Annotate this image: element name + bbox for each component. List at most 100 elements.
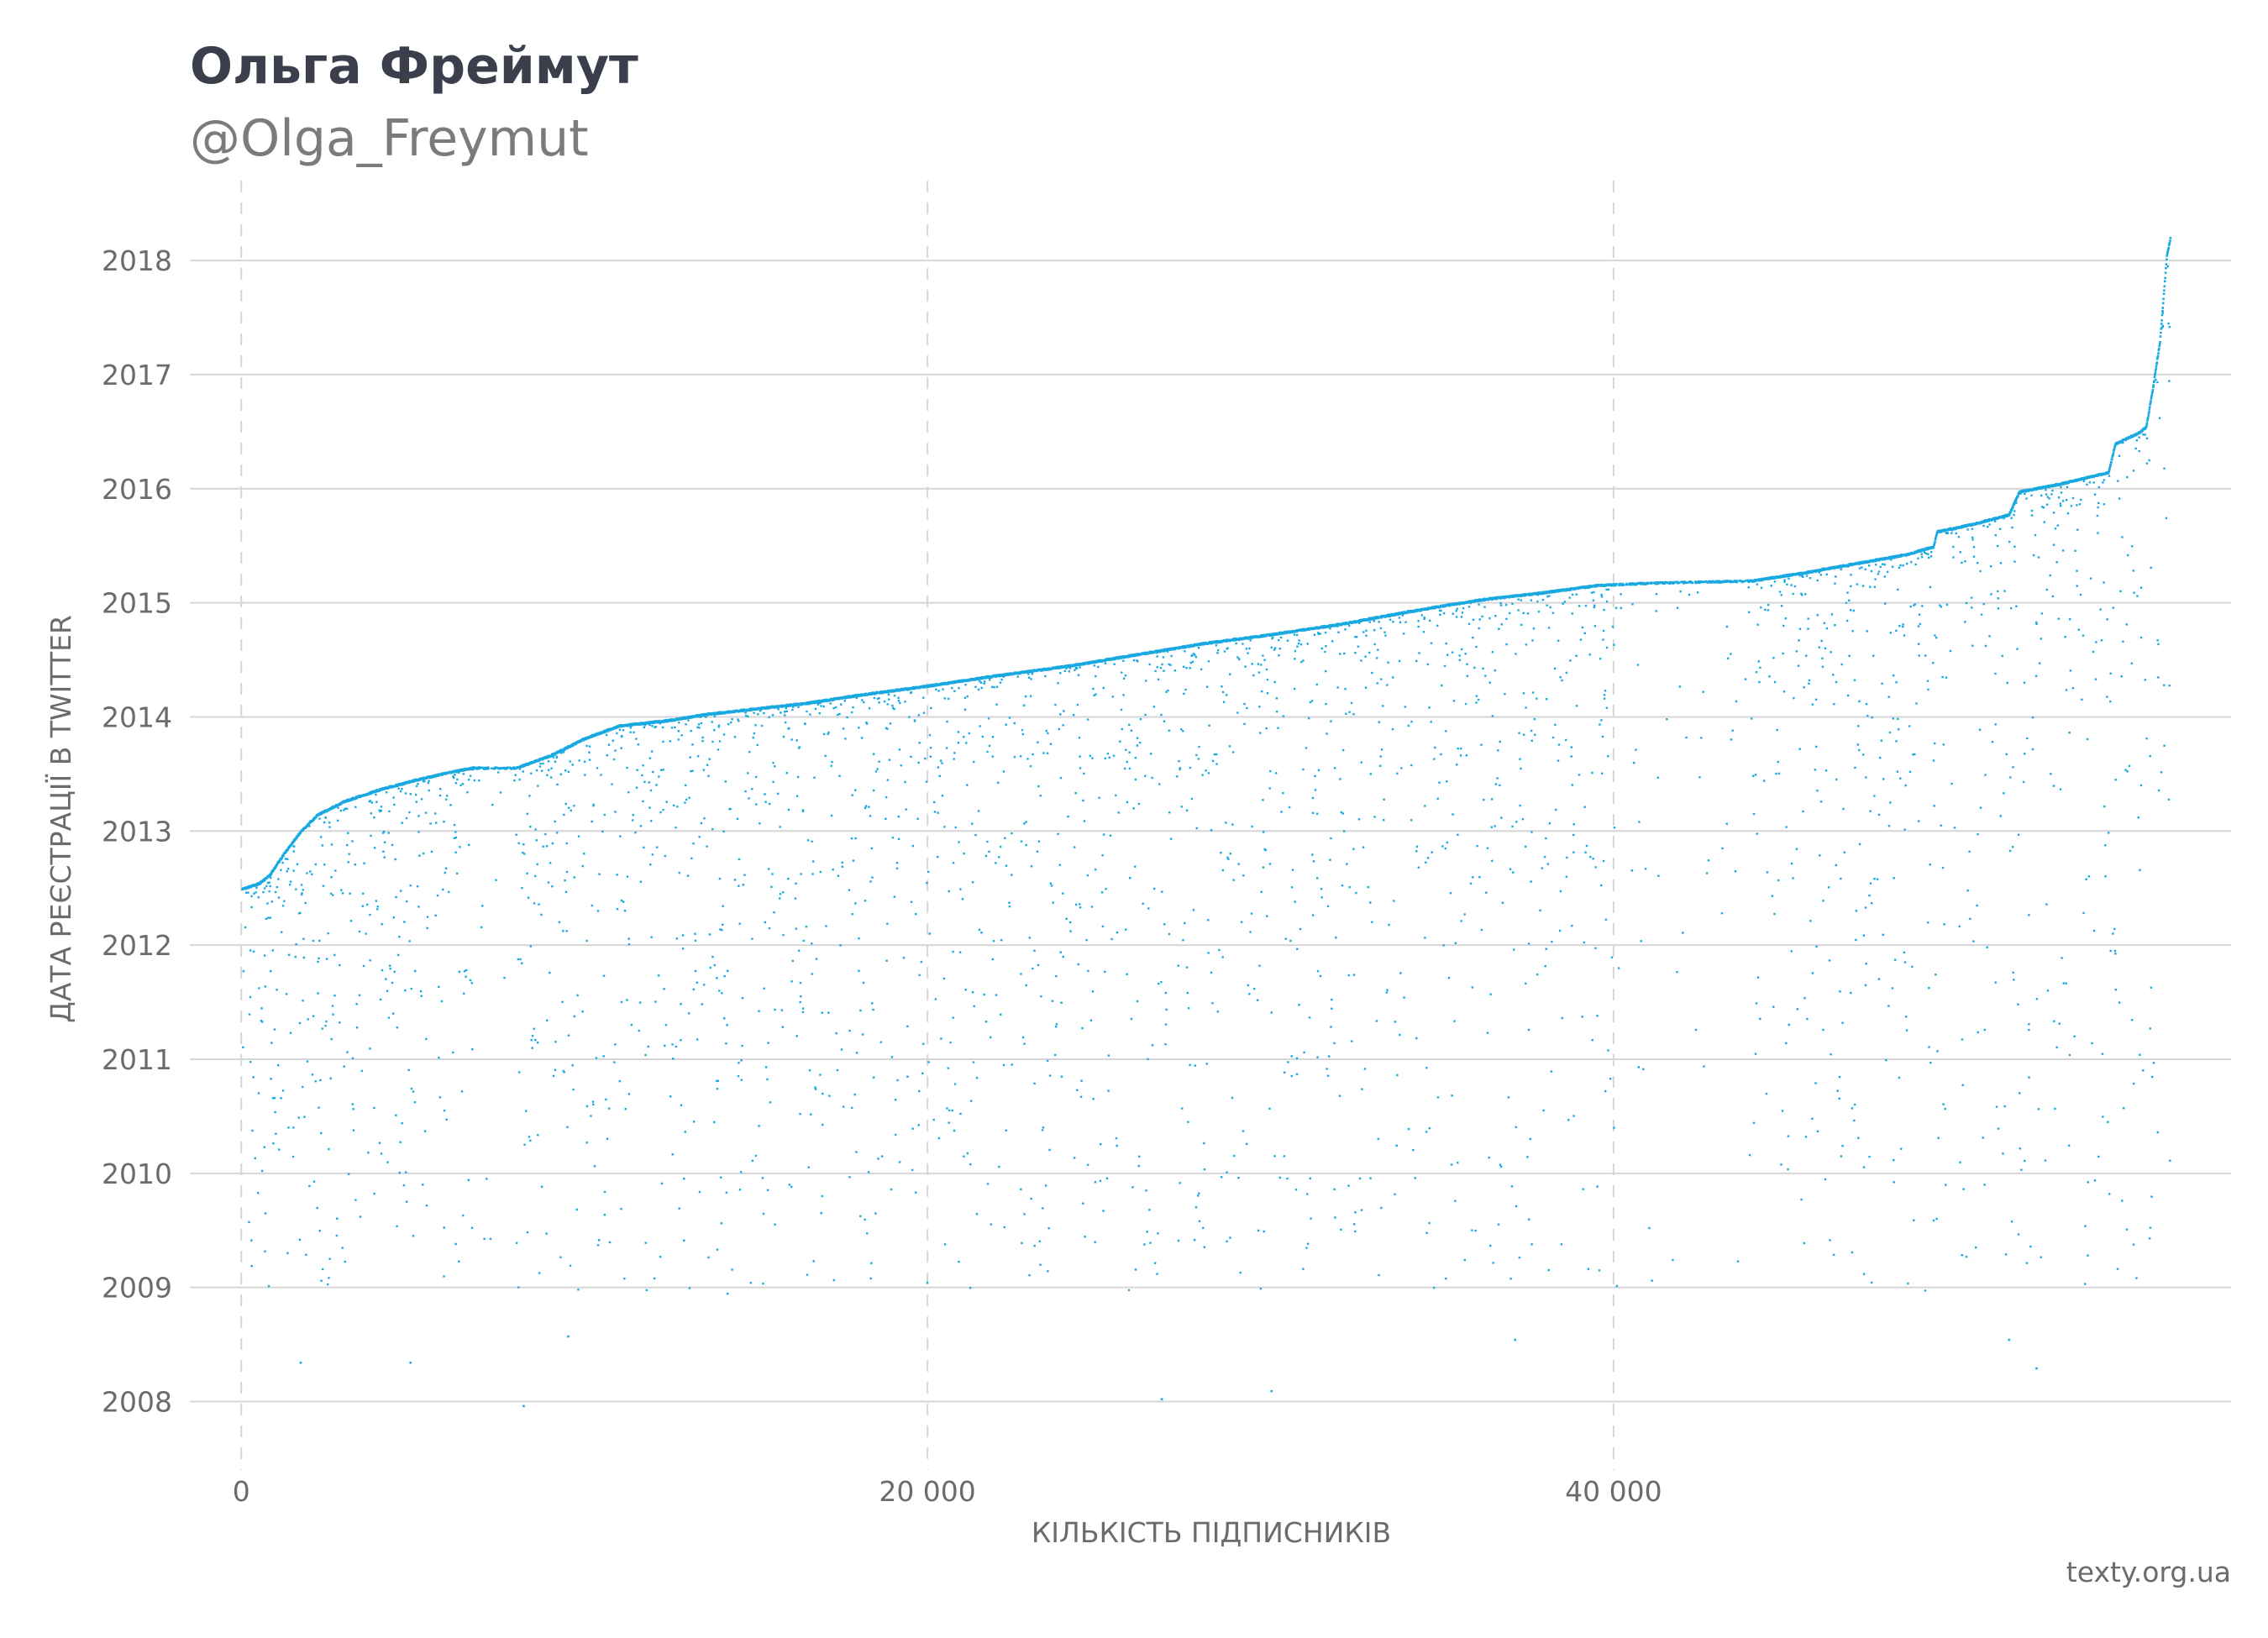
data-point [281,905,285,907]
data-point [534,828,537,831]
data-point [638,1001,642,1004]
data-point [571,764,574,766]
data-point [489,1237,492,1241]
data-point [1362,631,1365,633]
data-point [1078,737,1081,739]
data-point [355,1003,358,1005]
data-point [1016,675,1019,678]
data-point [1165,690,1168,693]
data-point [620,747,622,749]
data-point [1137,802,1141,806]
data-point [1041,1129,1044,1131]
data-point [386,1161,389,1163]
data-point [933,801,936,804]
data-point [454,836,458,839]
data-point [359,1215,362,1218]
data-point [1179,1182,1181,1184]
data-point [698,727,701,729]
data-point [1013,756,1016,759]
data-point [1179,767,1181,769]
data-point [1020,1188,1022,1191]
data-point [1005,723,1007,726]
data-point [1305,1247,1308,1249]
data-point [1296,948,1299,951]
data-point [463,970,466,973]
data-point [1249,639,1252,642]
data-point [918,1089,921,1093]
data-point [840,703,843,706]
data-point [971,822,974,825]
data-point [691,743,694,746]
data-point [1311,796,1315,800]
data-point [842,727,845,730]
data-point [454,774,456,776]
data-point [565,930,568,932]
data-point [328,1257,331,1260]
grid-lines [190,181,2231,1470]
data-point [1049,882,1052,885]
data-point [861,699,864,701]
data-point [851,794,853,796]
data-point [1325,702,1327,706]
data-point [420,798,423,801]
data-point [696,726,699,729]
data-point [537,1134,539,1137]
data-point [455,770,458,774]
data-point [480,766,483,769]
data-point [299,831,302,834]
data-point [302,956,306,959]
data-point [260,1019,263,1022]
data-point [245,891,248,894]
data-point [979,725,981,727]
data-point [836,1068,839,1072]
data-point [978,928,981,932]
data-point [1315,683,1318,686]
data-point [556,783,559,786]
data-point [1153,887,1156,890]
data-point [747,715,749,718]
data-point [1257,1229,1260,1232]
data-point [830,814,833,817]
data-point [1055,1023,1058,1026]
data-point [1060,1075,1063,1078]
data-point [1117,811,1120,814]
data-point [361,892,365,895]
data-point [1082,799,1084,802]
data-point [1082,1202,1084,1205]
data-point [893,707,895,711]
data-point [1306,643,1309,645]
data-point [784,721,787,724]
data-point [1079,755,1081,758]
data-point [1229,1236,1231,1239]
data-point [711,828,714,831]
data-point [708,933,711,936]
data-point [802,939,805,942]
data-point [1051,1000,1054,1002]
data-point [788,1184,790,1186]
data-point [547,760,550,763]
data-point [339,809,342,812]
data-point [375,789,378,791]
data-point [1358,1177,1362,1180]
data-point [407,1068,410,1072]
data-point [995,994,998,996]
data-point [1310,700,1314,702]
data-point [461,783,465,785]
data-point [1179,768,1181,771]
data-point [1280,811,1283,813]
data-point [718,877,722,880]
data-point [1361,1088,1363,1090]
data-point [556,832,559,834]
data-point [973,1005,975,1008]
data-point [1236,711,1239,714]
data-point [255,891,257,894]
data-point [1317,633,1320,635]
data-point [1079,903,1081,906]
data-point [1251,825,1253,828]
data-point [1074,903,1078,906]
data-point [763,987,765,990]
data-point [926,1281,929,1284]
data-point [1094,1181,1097,1184]
data-point [1052,901,1054,904]
data-point [1284,1071,1286,1074]
